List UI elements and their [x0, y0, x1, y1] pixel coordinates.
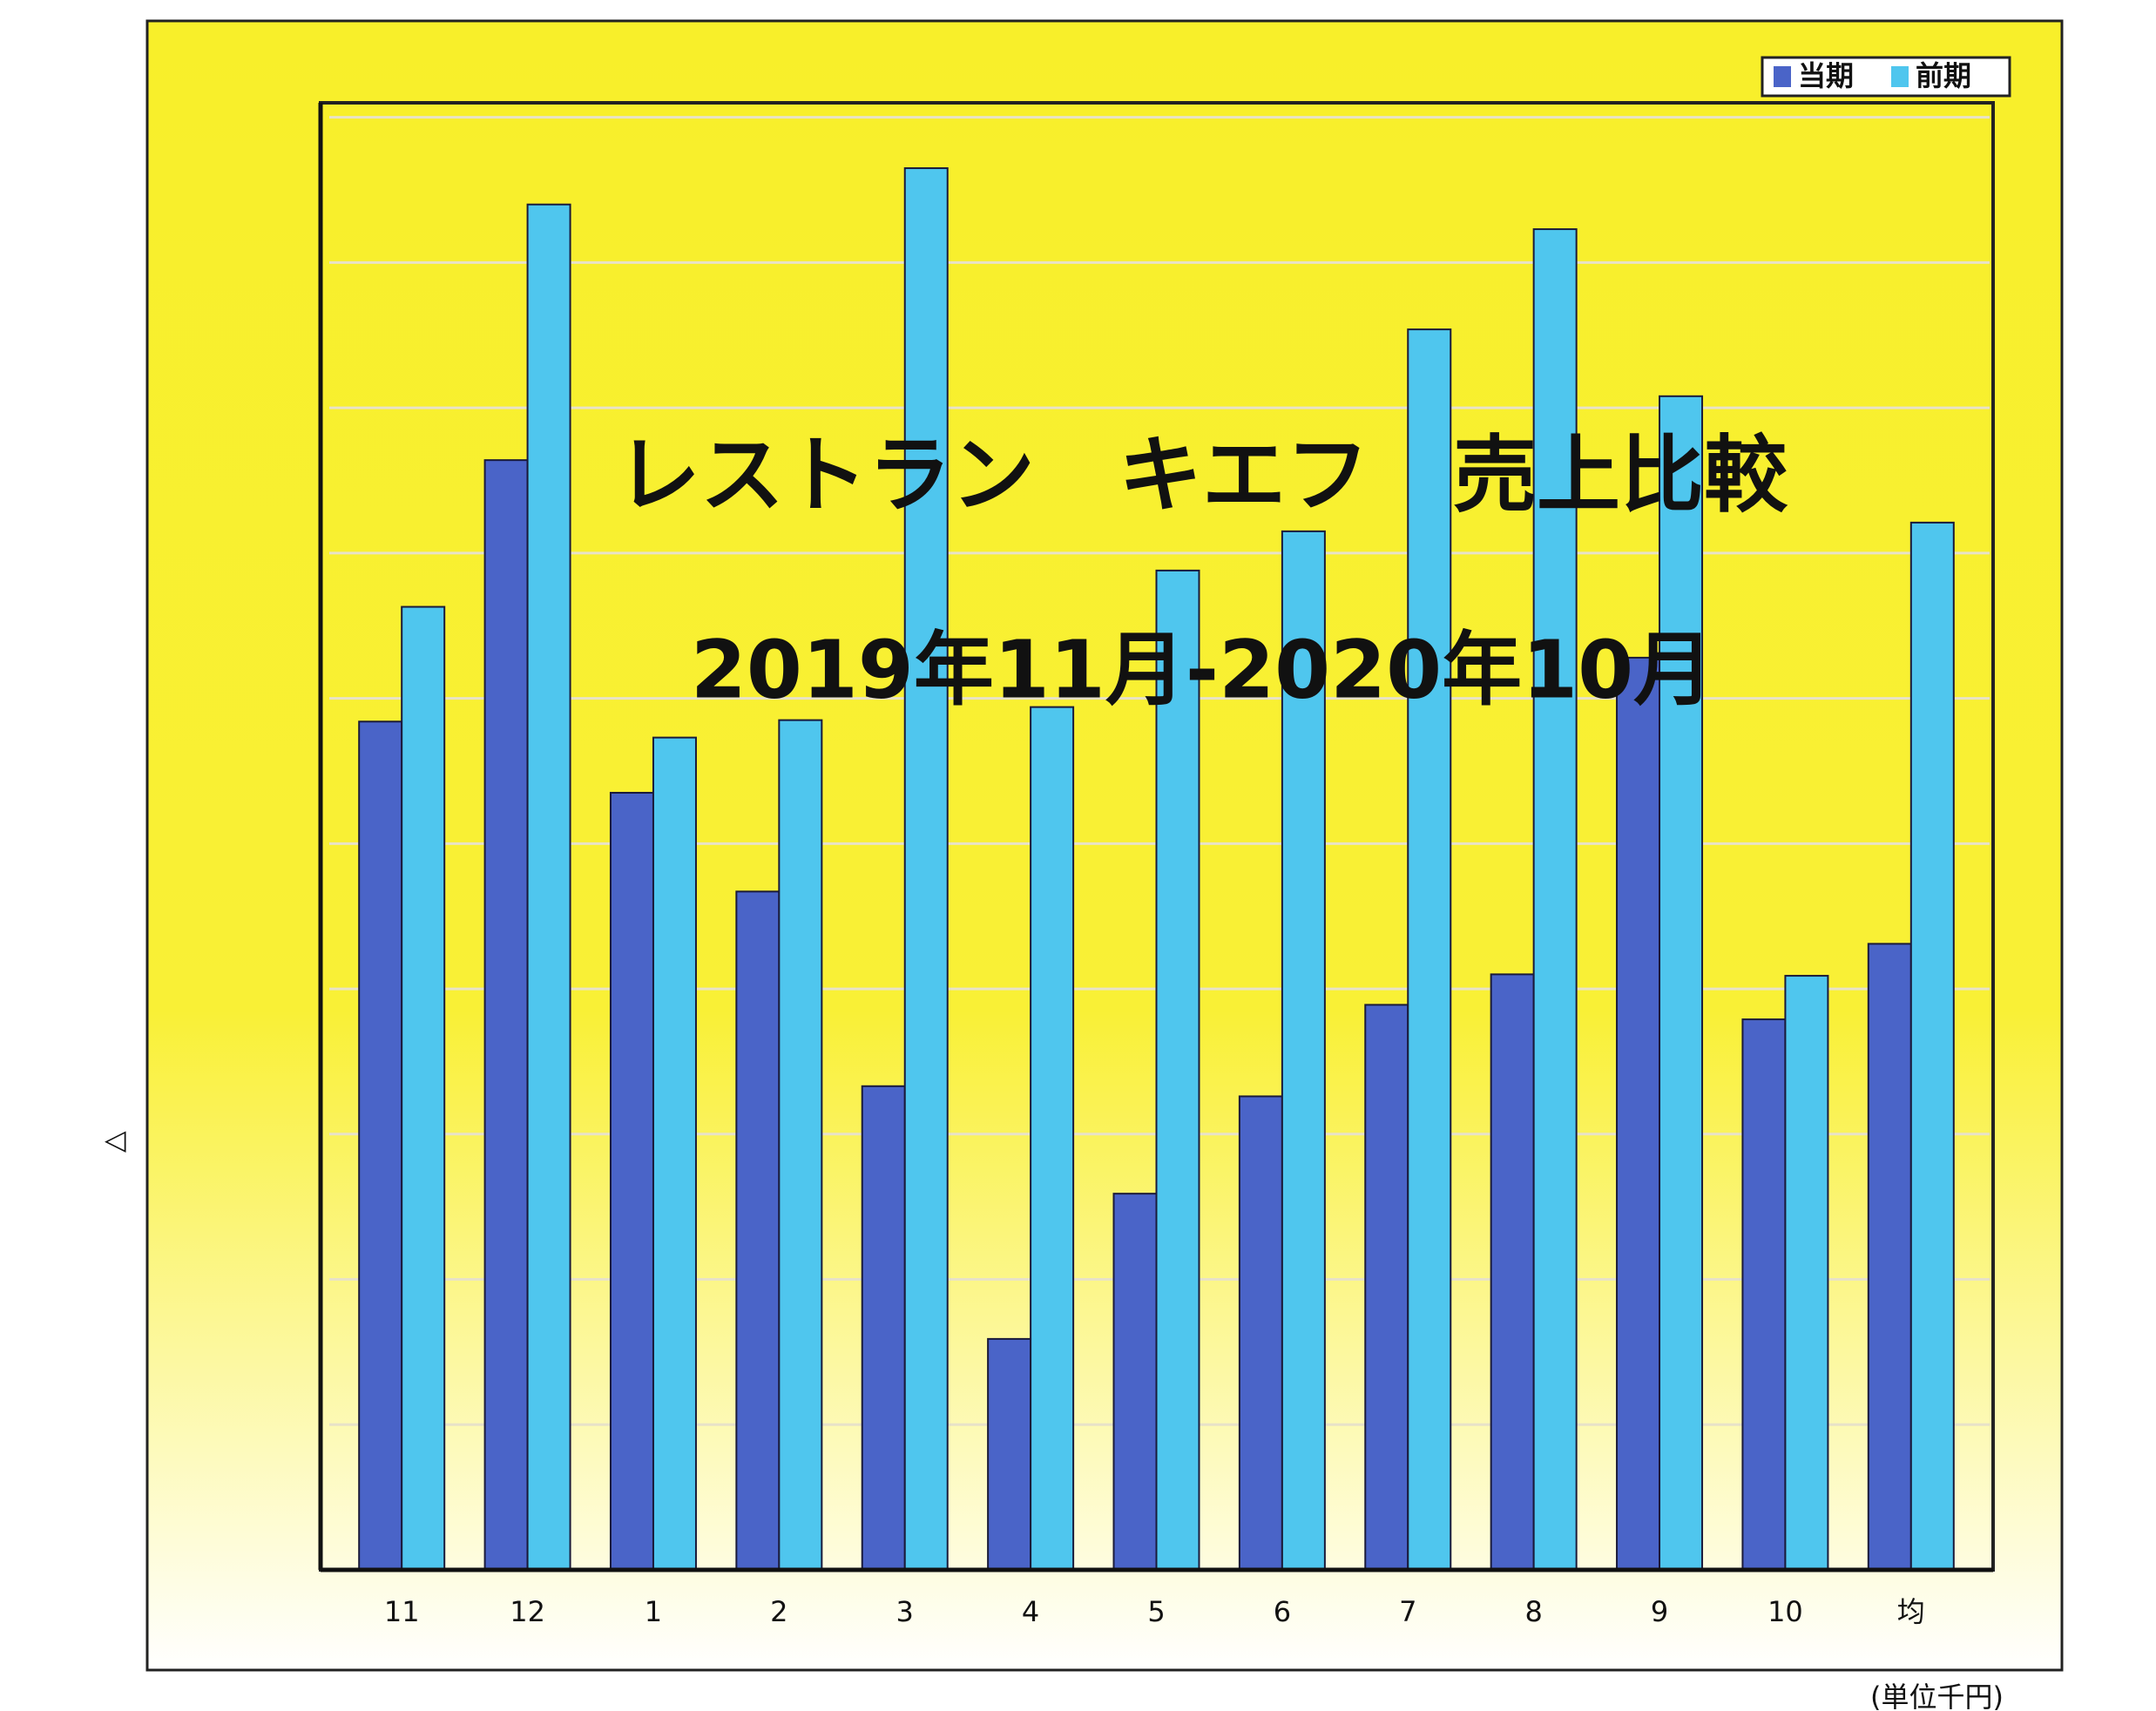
bar	[652, 736, 697, 1571]
x-tick-label: 5	[1147, 1595, 1165, 1628]
bar	[1238, 1095, 1283, 1572]
annotation: ◁	[105, 1123, 126, 1156]
x-tick-label: 11	[384, 1595, 420, 1628]
marks	[329, 116, 1990, 1572]
legend-swatch	[1891, 66, 1909, 87]
x-tick-label: 8	[1524, 1595, 1542, 1628]
x-tick-label: 均	[1897, 1595, 1925, 1628]
x-tick-label: 1	[645, 1595, 662, 1628]
bar	[861, 1085, 906, 1571]
x-tick-label: 4	[1022, 1595, 1039, 1628]
x-tick-label: 7	[1399, 1595, 1416, 1628]
bar	[1112, 1193, 1158, 1571]
bar	[401, 605, 446, 1571]
bar	[735, 890, 781, 1571]
chart-subtitle: 2019年11月-2020年10月	[691, 623, 1713, 716]
bar	[1155, 569, 1200, 1572]
bar	[1909, 521, 1955, 1571]
bar	[1364, 1004, 1409, 1571]
bar	[1867, 943, 1912, 1571]
chart-title: レストラン キエフ 売上比較	[617, 426, 1788, 524]
bar	[1281, 530, 1326, 1572]
x-tick-label: 2	[770, 1595, 787, 1628]
bar	[483, 459, 529, 1571]
bar	[1490, 973, 1535, 1571]
x-tick-label: 10	[1767, 1595, 1803, 1628]
bar	[1784, 975, 1829, 1571]
bar	[609, 791, 654, 1571]
x-tick-label: 6	[1274, 1595, 1291, 1628]
bar	[526, 203, 571, 1571]
x-tick-label: 12	[510, 1595, 545, 1628]
bar	[1030, 706, 1075, 1571]
bar	[987, 1337, 1032, 1571]
legend-label: 前期	[1916, 59, 1971, 92]
legend-label: 当期	[1798, 59, 1854, 92]
x-tick-label: 9	[1651, 1595, 1668, 1628]
bar	[778, 719, 823, 1571]
bar	[1659, 395, 1704, 1571]
unit-note: (単位千円)	[1870, 1681, 2004, 1711]
bar	[358, 720, 403, 1571]
legend-swatch	[1774, 66, 1791, 87]
legend	[1761, 56, 2011, 98]
bar	[1741, 1018, 1787, 1571]
bar	[1616, 656, 1661, 1571]
x-tick-label: 3	[896, 1595, 914, 1628]
bar	[903, 167, 949, 1572]
